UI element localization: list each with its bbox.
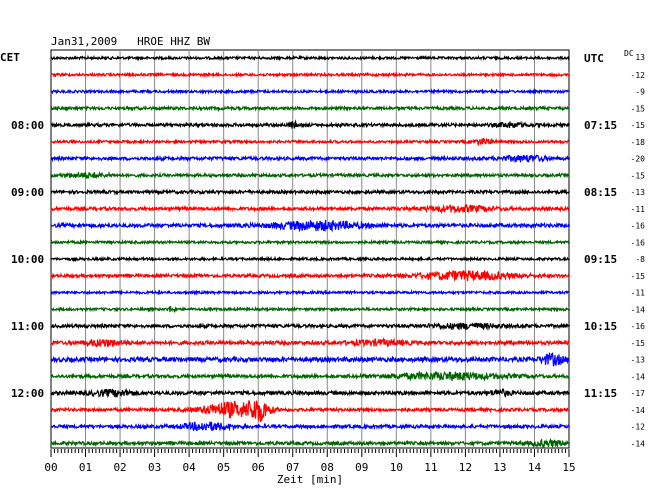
dc-offset-label: -14 — [631, 439, 646, 448]
dc-offset-label: -15 — [631, 339, 646, 348]
trace-line — [50, 203, 570, 215]
dc-offset-label: -16 — [631, 238, 646, 247]
x-axis-label: Zeit [min] — [277, 473, 343, 486]
right-hour-label: UTC — [584, 52, 604, 65]
dc-offset-label: -9 — [635, 88, 645, 97]
x-tick-label: 06 — [252, 461, 265, 474]
dc-offset-label: -20 — [631, 155, 646, 164]
dc-offset-label: -8 — [635, 255, 645, 264]
x-tick-label: 07 — [286, 461, 299, 474]
left-hour-label: 11:00 — [11, 320, 44, 333]
x-tick-label: 15 — [562, 461, 575, 474]
dc-offset-label: -11 — [631, 289, 646, 298]
x-tick-label: 09 — [355, 461, 368, 474]
x-tick-label: 11 — [424, 461, 437, 474]
dc-offset-label: -11 — [631, 205, 646, 214]
dc-offset-label: -12 — [631, 423, 646, 432]
left-hour-label: 12:00 — [11, 387, 44, 400]
trace-line — [50, 305, 571, 313]
dc-offset-label: -12 — [631, 71, 646, 80]
grid — [50, 49, 570, 449]
x-tick-label: 08 — [321, 461, 334, 474]
trace-line — [50, 188, 571, 196]
trace-line — [50, 321, 571, 331]
dc-offset-label: -18 — [631, 138, 646, 147]
right-hour-label: 09:15 — [584, 253, 617, 266]
trace-line — [50, 170, 570, 180]
dc-offset-label: -14 — [631, 305, 646, 314]
trace-line — [50, 137, 570, 147]
trace-line — [50, 238, 571, 246]
plot-frame — [50, 49, 570, 449]
trace-line — [50, 269, 570, 282]
trace-line — [50, 289, 570, 296]
trace-line — [50, 387, 571, 399]
right-hour-label: 11:15 — [584, 387, 617, 400]
left-hour-label: 08:00 — [11, 119, 44, 132]
trace-line — [50, 399, 570, 423]
trace-line — [50, 219, 571, 233]
trace-line — [50, 370, 570, 382]
trace-line — [50, 87, 570, 95]
dc-offset-label: -15 — [631, 272, 646, 281]
trace-line — [50, 336, 570, 349]
dc-label: DC — [624, 49, 634, 58]
trace-line — [50, 154, 571, 163]
trace-line — [50, 104, 570, 112]
x-tick-label: 01 — [79, 461, 92, 474]
right-hour-label: 07:15 — [584, 119, 617, 132]
x-axis: 00 01 02 03 04 05 06 07 08 09 10 11 12 13 14 15 — [44, 449, 576, 474]
dc-offset-label: -16 — [631, 322, 646, 331]
x-tick-label: 10 — [390, 461, 403, 474]
right-hour-label: 08:15 — [584, 186, 617, 199]
trace-line — [50, 255, 570, 263]
traces — [50, 54, 571, 449]
x-tick-label: 02 — [113, 461, 126, 474]
dc-offset-label: -14 — [631, 372, 646, 381]
dc-offset-label: 13 — [635, 53, 645, 62]
dc-offset-label: -13 — [631, 356, 646, 365]
x-tick-label: 03 — [148, 461, 161, 474]
trace-line — [50, 71, 571, 79]
x-tick-label: 00 — [44, 461, 57, 474]
x-tick-label: 14 — [528, 461, 542, 474]
x-tick-label: 04 — [183, 461, 197, 474]
trace-line — [50, 352, 570, 367]
dc-offset-label: -13 — [631, 188, 646, 197]
trace-line — [50, 421, 571, 432]
dc-offset-label: -14 — [631, 406, 646, 415]
row-labels: 08:00 09:00 10:00 11:00 12:00 UTC 07:15 08:15 09… — [11, 52, 645, 448]
dc-offset-label: -15 — [631, 171, 646, 180]
left-zone-label: CET — [0, 51, 20, 64]
trace-line — [50, 437, 571, 449]
x-tick-label: 05 — [217, 461, 230, 474]
chart-title: Jan31,2009 HROE HHZ BW — [51, 35, 210, 48]
left-hour-label: 10:00 — [11, 253, 44, 266]
dc-offset-label: -17 — [631, 389, 646, 398]
trace-line — [50, 119, 571, 129]
x-tick-label: 13 — [493, 461, 506, 474]
left-hour-label: 09:00 — [11, 186, 44, 199]
trace-line — [50, 54, 570, 62]
dc-offset-label: -15 — [631, 121, 646, 130]
dc-offset-label: -16 — [631, 222, 646, 231]
right-hour-label: 10:15 — [584, 320, 617, 333]
dc-offset-label: -15 — [631, 104, 646, 113]
x-tick-label: 12 — [459, 461, 472, 474]
